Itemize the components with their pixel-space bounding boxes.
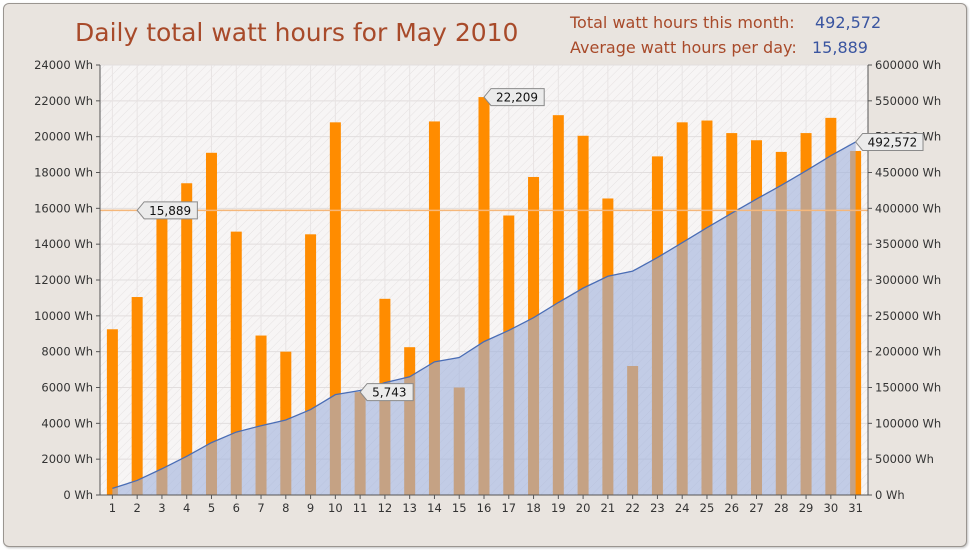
y-tick-label-right: 100000 Wh <box>875 416 941 430</box>
y-tick-label-left: 8000 Wh <box>41 345 93 359</box>
x-tick-label: 12 <box>378 501 393 515</box>
callout-box <box>854 132 924 151</box>
bar-day-3 <box>156 202 168 496</box>
bar-day-4 <box>181 183 193 495</box>
callout-box <box>136 201 198 220</box>
bar-day-2 <box>131 297 143 495</box>
average-watt-hours-label: Average watt hours per day: <box>570 38 797 57</box>
y-tick-label-right: 600000 Wh <box>875 58 941 72</box>
y-tick-label-left: 0 Wh <box>63 488 93 502</box>
y-tick-label-right: 50000 Wh <box>875 452 934 466</box>
y-tick-label-right: 350000 Wh <box>875 237 941 251</box>
y-tick-label-right: 300000 Wh <box>875 273 941 287</box>
y-tick-label-right: 400000 Wh <box>875 201 941 215</box>
y-tick-label-left: 14000 Wh <box>34 237 93 251</box>
x-tick-label: 14 <box>427 501 442 515</box>
x-tick-label: 21 <box>601 501 616 515</box>
x-tick-label: 17 <box>501 501 516 515</box>
bar-day-14 <box>428 121 440 495</box>
y-tick-label-left: 6000 Wh <box>41 381 93 395</box>
callout-label: 492,572 <box>868 135 918 149</box>
y-tick-label-left: 4000 Wh <box>41 416 93 430</box>
x-tick-label: 11 <box>353 501 368 515</box>
callout-bar: 5,743 <box>359 383 414 402</box>
x-tick-label: 10 <box>328 501 343 515</box>
y-tick-label-right: 0 Wh <box>875 488 905 502</box>
y-tick-label-right: 150000 Wh <box>875 381 941 395</box>
y-tick-label-left: 20000 Wh <box>34 130 93 144</box>
callout-average: 15,889 <box>136 201 198 220</box>
bar-day-16 <box>478 97 490 496</box>
callout-box <box>483 88 545 107</box>
x-tick-label: 28 <box>774 501 789 515</box>
x-tick-label: 2 <box>133 501 140 515</box>
x-tick-label: 23 <box>650 501 665 515</box>
y-tick-label-left: 22000 Wh <box>34 94 93 108</box>
x-tick-label: 9 <box>307 501 314 515</box>
x-tick-label: 7 <box>257 501 264 515</box>
x-tick-label: 6 <box>233 501 240 515</box>
bar-day-6 <box>230 231 242 495</box>
y-tick-label-left: 24000 Wh <box>34 58 93 72</box>
bar-day-9 <box>305 234 317 495</box>
x-tick-label: 19 <box>551 501 566 515</box>
x-tick-label: 8 <box>282 501 289 515</box>
total-watt-hours-value: 492,572 <box>815 13 882 32</box>
x-tick-label: 3 <box>158 501 165 515</box>
y-tick-label-left: 12000 Wh <box>34 273 93 287</box>
x-tick-label: 27 <box>749 501 764 515</box>
x-tick-label: 30 <box>824 501 839 515</box>
chart-title: Daily total watt hours for May 2010 <box>75 18 519 47</box>
bar-day-1 <box>106 329 118 495</box>
y-tick-label-right: 550000 Wh <box>875 94 941 108</box>
bar-day-10 <box>329 122 341 495</box>
x-tick-label: 5 <box>208 501 215 515</box>
y-tick-label-left: 10000 Wh <box>34 309 93 323</box>
cumulative-area <box>112 141 856 496</box>
y-tick-label-left: 2000 Wh <box>41 452 93 466</box>
y-tick-label-left: 18000 Wh <box>34 166 93 180</box>
callout-label: 22,209 <box>496 91 538 105</box>
x-tick-label: 26 <box>724 501 739 515</box>
x-tick-label: 18 <box>526 501 541 515</box>
x-tick-label: 25 <box>700 501 715 515</box>
y-tick-label-right: 250000 Wh <box>875 309 941 323</box>
x-tick-label: 31 <box>848 501 863 515</box>
callout-area: 492,572 <box>854 132 924 151</box>
x-tick-label: 4 <box>183 501 190 515</box>
x-tick-label: 15 <box>452 501 467 515</box>
callout-box <box>359 383 414 402</box>
x-tick-label: 22 <box>625 501 640 515</box>
total-watt-hours-label: Total watt hours this month: <box>570 13 795 32</box>
x-tick-label: 16 <box>477 501 492 515</box>
x-tick-label: 13 <box>402 501 417 515</box>
bar-day-5 <box>205 152 217 495</box>
y-tick-label-right: 200000 Wh <box>875 345 941 359</box>
average-watt-hours-value: 15,889 <box>812 38 868 57</box>
y-tick-label-left: 16000 Wh <box>34 201 93 215</box>
x-tick-label: 29 <box>799 501 814 515</box>
callout-label: 15,889 <box>149 204 191 218</box>
callout-label: 5,743 <box>372 386 406 400</box>
cumulative-line <box>112 141 856 489</box>
x-tick-label: 1 <box>109 501 116 515</box>
y-tick-label-right: 450000 Wh <box>875 166 941 180</box>
bar-day-7 <box>255 335 267 495</box>
x-tick-label: 24 <box>675 501 690 515</box>
callout-bar: 22,209 <box>483 88 545 107</box>
x-tick-label: 20 <box>576 501 591 515</box>
